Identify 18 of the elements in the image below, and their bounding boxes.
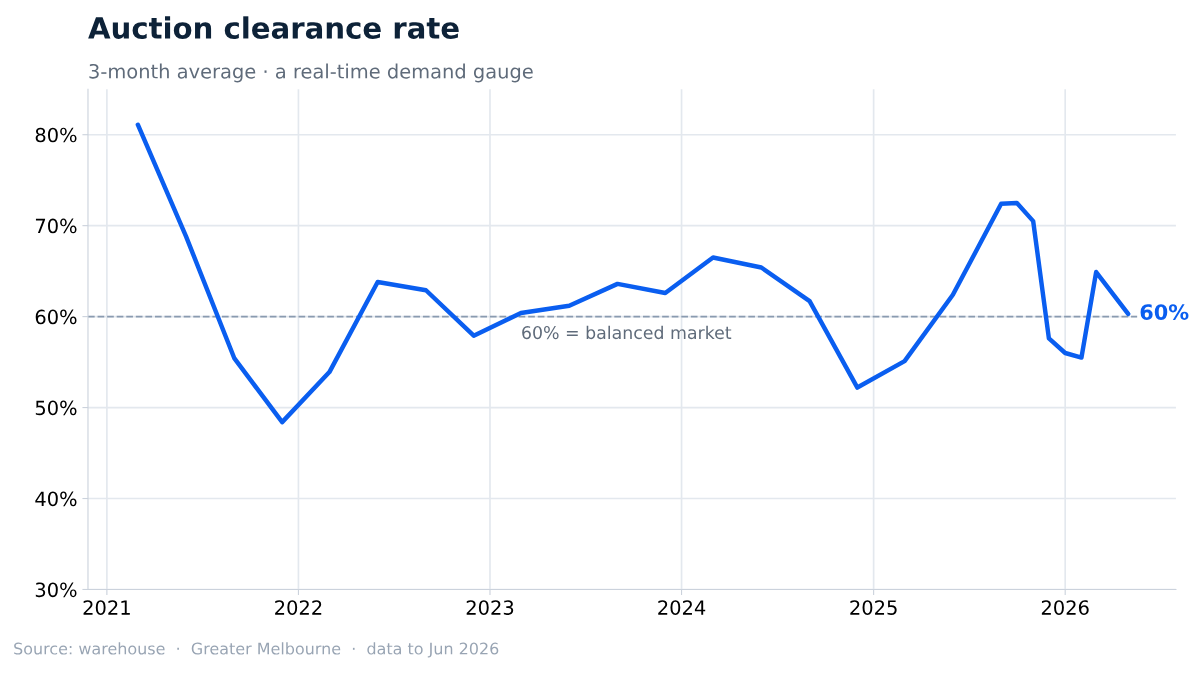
x-tick-label: 2026 <box>1041 600 1089 615</box>
x-tick-label: 2021 <box>83 600 130 615</box>
source-note: Source: warehouse · Greater Melbourne · data to Jun 2026 <box>14 642 499 658</box>
chart-subtitle: 3-month average · a real-time demand gauge <box>89 63 533 83</box>
x-tick-label: 2024 <box>658 600 706 615</box>
x-tick-label: 2025 <box>850 600 897 615</box>
y-tick-label: 80% <box>35 127 77 143</box>
x-tick-label: 2022 <box>275 600 322 615</box>
y-tick-label: 50% <box>35 400 77 416</box>
y-tick-label: 70% <box>35 218 77 234</box>
y-tick-label: 40% <box>35 491 77 507</box>
ref-line-label: 60% = balanced market <box>522 325 732 340</box>
line-series <box>135 122 1131 425</box>
y-tick-label: 30% <box>35 582 77 598</box>
annotation: 60% <box>1140 304 1189 320</box>
y-tick-label: 60% <box>35 309 77 325</box>
x-tick-label: 2023 <box>466 600 514 615</box>
chart-title: Auction clearance rate <box>88 16 459 39</box>
